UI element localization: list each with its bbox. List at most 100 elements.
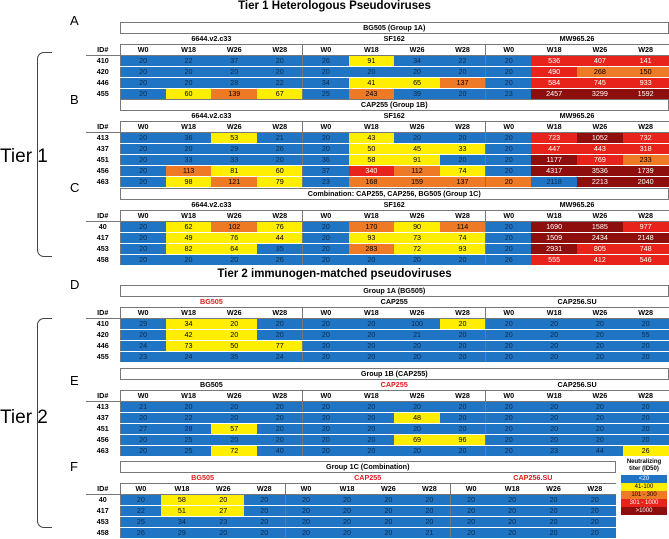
virus-header: BG505 <box>120 296 303 308</box>
panel-a: BG505 (Group 1A) 6644.v2.c33 SF162 MW965.26… <box>86 22 669 100</box>
titer-cell: 20 <box>120 66 166 78</box>
titer-cell: 20 <box>439 401 486 413</box>
animal-id: 455 <box>86 351 121 363</box>
titer-cell: 20 <box>439 340 486 352</box>
titer-cell: 20 <box>348 340 395 352</box>
week-header: W26 <box>577 307 623 319</box>
titer-cell: 21 <box>257 132 303 144</box>
id-header: ID# <box>86 210 121 222</box>
titer-cell: 20 <box>120 412 166 424</box>
titer-cell: 40 <box>257 445 303 457</box>
week-header: W28 <box>439 121 486 133</box>
titer-cell: 82 <box>165 243 212 255</box>
week-header: W18 <box>531 210 578 222</box>
animal-id: 417 <box>86 232 121 244</box>
table-row: 410 29 34 20 20 20 20 100 20 20 20 20 20 <box>86 318 669 330</box>
titer-cell: 168 <box>348 176 395 188</box>
titer-cell: 20 <box>485 340 532 352</box>
week-header: W28 <box>257 210 303 222</box>
titer-cell: 2040 <box>622 176 669 188</box>
animal-id: 458 <box>86 527 121 539</box>
titer-cell: 20 <box>302 351 349 363</box>
titer-cell: 769 <box>577 154 623 166</box>
titer-cell: 20 <box>120 329 166 341</box>
titer-cell: 60 <box>165 88 212 100</box>
titer-cell: 25 <box>302 88 349 100</box>
week-header: W0 <box>120 390 166 402</box>
titer-cell: 26 <box>302 55 349 67</box>
titer-table: BG505 (Group 1A) 6644.v2.c33 SF162 MW965.26… <box>86 22 669 100</box>
titer-cell: 20 <box>348 412 395 424</box>
titer-cell: 20 <box>243 516 286 528</box>
animal-id: 437 <box>86 412 121 424</box>
titer-cell: 93 <box>439 243 486 255</box>
titer-cell: 20 <box>257 329 303 341</box>
titer-cell: 20 <box>574 527 616 539</box>
titer-cell: 20 <box>302 434 349 446</box>
titer-cell: 20 <box>532 494 575 506</box>
titer-cell: 2213 <box>577 176 623 188</box>
titer-cell: 20 <box>531 401 578 413</box>
titer-cell: 72 <box>211 445 258 457</box>
titer-cell: 20 <box>120 494 162 506</box>
titer-cell: 26 <box>622 445 669 457</box>
table-row: 455 20 60 139 67 25 243 39 20 23 2457 3299 1592 <box>86 88 669 100</box>
legend-item: >1000 <box>621 507 667 515</box>
titer-cell: 20 <box>449 516 492 528</box>
titer-cell: 73 <box>394 232 440 244</box>
titer-cell: 20 <box>485 318 532 330</box>
titer-cell: 29 <box>120 318 166 330</box>
titer-table: CAP255 (Group 1B) 6644.v2.c33 SF162 MW965.2… <box>86 99 669 188</box>
titer-cell: 20 <box>485 165 532 177</box>
titer-cell: 45 <box>394 143 440 155</box>
titer-cell: 98 <box>165 176 212 188</box>
titer-cell: 20 <box>574 494 616 506</box>
titer-cell: 23 <box>120 351 166 363</box>
week-header: W0 <box>485 210 532 222</box>
table-row: 420 20 42 20 20 20 20 21 20 20 20 20 55 <box>86 329 669 341</box>
titer-cell: 34 <box>161 516 203 528</box>
week-header: W26 <box>394 44 440 56</box>
titer-cell: 20 <box>120 221 166 233</box>
titer-cell: 58 <box>161 494 203 506</box>
titer-cell: 20 <box>577 318 623 330</box>
week-header: W18 <box>161 483 203 495</box>
titer-cell: 20 <box>491 505 533 517</box>
titer-cell: 2148 <box>622 232 669 244</box>
titer-cell: 20 <box>577 401 623 413</box>
animal-id: 456 <box>86 165 121 177</box>
titer-cell: 60 <box>257 165 303 177</box>
animal-id: 458 <box>86 254 121 266</box>
titer-cell: 20 <box>302 243 349 255</box>
animal-id: 437 <box>86 143 121 155</box>
titer-cell: 22 <box>165 55 212 67</box>
titer-cell: 20 <box>491 516 533 528</box>
virus-header: SF162 <box>302 199 486 211</box>
group-header: Combination: CAP255, CAP256, BG505 (Grou… <box>119 188 669 200</box>
titer-cell: 20 <box>439 154 486 166</box>
week-header: W28 <box>439 210 486 222</box>
titer-cell: 20 <box>302 445 349 457</box>
animal-id: 455 <box>86 88 121 100</box>
titer-cell: 27 <box>120 423 166 435</box>
week-header: W26 <box>577 210 623 222</box>
titer-cell: 20 <box>622 340 669 352</box>
week-header: W18 <box>165 390 212 402</box>
titer-cell: 36 <box>302 154 349 166</box>
titer-cell: 26 <box>485 254 532 266</box>
group-header: Group 1C (Combination) <box>119 461 616 473</box>
titer-cell: 20 <box>531 351 578 363</box>
titer-cell: 20 <box>577 351 623 363</box>
titer-cell: 41 <box>348 77 395 89</box>
titer-cell: 412 <box>577 254 623 266</box>
titer-cell: 20 <box>348 423 395 435</box>
week-header: W26 <box>577 390 623 402</box>
titer-cell: 490 <box>531 66 578 78</box>
animal-id: 417 <box>86 505 121 517</box>
table-row: 463 20 25 72 40 20 20 20 20 20 23 44 26 <box>86 445 669 457</box>
animal-id: 40 <box>86 494 121 506</box>
titer-cell: 723 <box>531 132 578 144</box>
titer-cell: 33 <box>165 154 212 166</box>
titer-cell: 20 <box>485 445 532 457</box>
titer-cell: 35 <box>257 243 303 255</box>
